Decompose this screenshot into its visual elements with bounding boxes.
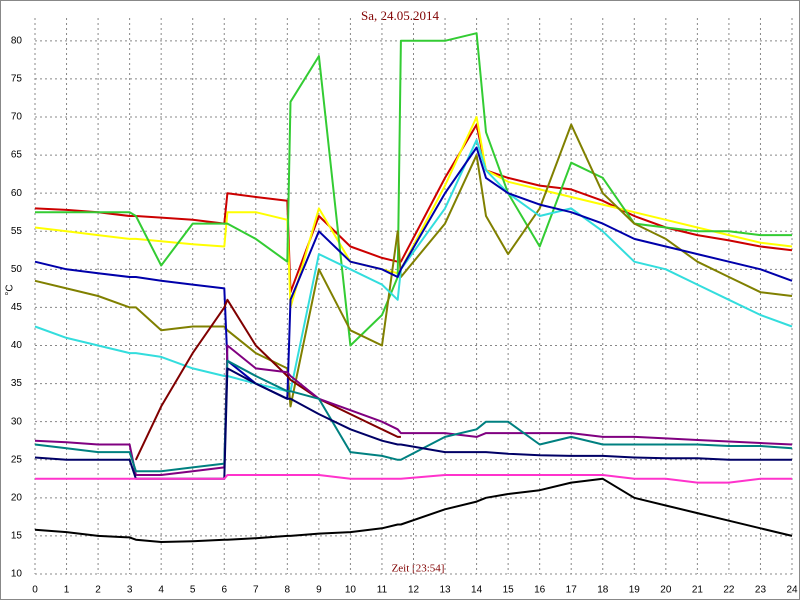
series-line: [34, 146, 793, 400]
x-tick-label: 18: [597, 585, 609, 596]
x-tick-label: 2: [95, 585, 101, 596]
x-tick-label: 3: [127, 585, 133, 596]
chart-title: Sa, 24.05.2014: [361, 8, 440, 23]
y-tick-label: 80: [11, 35, 23, 46]
x-tick-label: 12: [408, 585, 420, 596]
x-tick-label: 0: [32, 585, 38, 596]
x-tick-label: 17: [566, 585, 578, 596]
y-axis-label: °C: [5, 284, 16, 295]
y-tick-label: 30: [11, 416, 23, 427]
x-tick-label: 22: [723, 585, 735, 596]
x-tick-label: 8: [285, 585, 291, 596]
x-tick-label: 7: [253, 585, 259, 596]
x-tick-label: 21: [692, 585, 704, 596]
series-line: [35, 474, 792, 484]
series-line: [35, 32, 792, 347]
x-tick-label: 14: [471, 585, 483, 596]
x-tick-label: 13: [439, 585, 451, 596]
x-tick-label: 19: [629, 585, 641, 596]
y-tick-label: 70: [11, 112, 23, 123]
series-line: [34, 138, 793, 393]
series-line: [34, 359, 793, 473]
x-tick-label: 5: [190, 585, 196, 596]
x-tick-label: 16: [534, 585, 546, 596]
series-line: [34, 116, 793, 309]
y-tick-label: 60: [11, 188, 23, 199]
x-tick-label: 9: [316, 585, 322, 596]
x-tick-label: 4: [158, 585, 164, 596]
series-line: [34, 123, 793, 408]
y-tick-label: 40: [11, 340, 23, 351]
x-tick-label: 23: [755, 585, 767, 596]
y-tick-label: 10: [11, 569, 23, 580]
series-line: [134, 298, 401, 461]
x-axis-label: Zeit [23:54]: [392, 563, 445, 575]
x-tick-label: 24: [786, 585, 798, 596]
y-tick-label: 20: [11, 492, 23, 503]
y-tick-label: 65: [11, 150, 23, 161]
x-tick-label: 1: [64, 585, 70, 596]
x-tick-label: 6: [221, 585, 227, 596]
series-line: [34, 477, 793, 543]
x-tick-label: 20: [660, 585, 672, 596]
series-line: [34, 123, 793, 294]
x-tick-label: 10: [345, 585, 357, 596]
series-line: [34, 344, 793, 476]
y-tick-label: 45: [11, 302, 23, 313]
y-tick-label: 25: [11, 454, 23, 465]
x-tick-label: 15: [503, 585, 515, 596]
y-tick-label: 50: [11, 264, 23, 275]
y-tick-label: 75: [11, 74, 23, 85]
y-tick-label: 15: [11, 531, 23, 542]
y-tick-label: 55: [11, 226, 23, 237]
y-tick-label: 35: [11, 378, 23, 389]
x-tick-label: 11: [377, 585, 388, 596]
